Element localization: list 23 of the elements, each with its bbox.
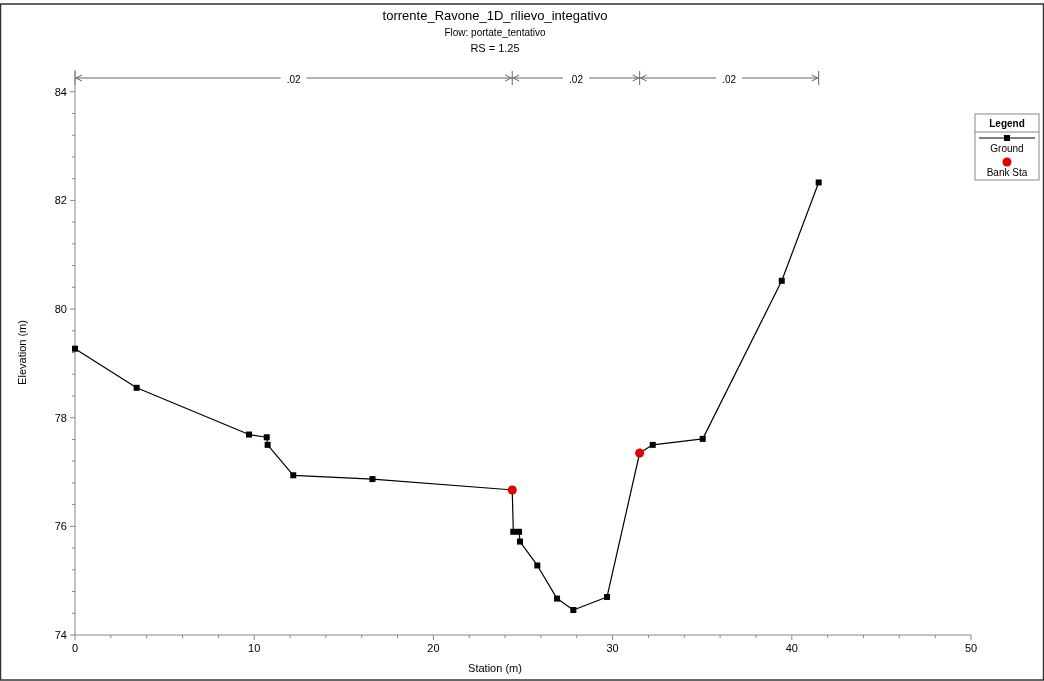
x-tick-label: 10 xyxy=(248,642,261,654)
annotation: .02 xyxy=(722,74,737,86)
y-tick-label: 80 xyxy=(54,303,67,316)
x-tick-label: 30 xyxy=(606,642,619,654)
chart-title: torrente_Ravone_1D_rilievo_integativo xyxy=(382,8,608,23)
annotation: .02 xyxy=(569,74,584,86)
x-tick-label: 50 xyxy=(964,642,978,654)
legend-label: Bank Sta xyxy=(986,167,1028,178)
legend-title: Legend xyxy=(989,118,1025,129)
legend-label: Ground xyxy=(990,143,1024,154)
y-tick-label: 78 xyxy=(54,411,67,424)
x-tick-label: 40 xyxy=(785,642,798,654)
chart-subtitle: Flow: portate_tentativo xyxy=(444,27,547,38)
text: RS = 1.25 xyxy=(470,42,520,54)
y-tick-label: 74 xyxy=(54,629,67,641)
x-axis-title: Station (m) xyxy=(468,662,522,674)
y-tick-label: 84 xyxy=(54,85,67,98)
x-tick-label: 20 xyxy=(427,642,440,654)
y-tick-label: 76 xyxy=(54,520,67,533)
x-tick-label: 0 xyxy=(71,642,79,654)
y-axis-title: Elevation (m) xyxy=(16,320,28,385)
annotation: .02 xyxy=(286,74,302,86)
y-tick-label: 82 xyxy=(54,194,67,207)
